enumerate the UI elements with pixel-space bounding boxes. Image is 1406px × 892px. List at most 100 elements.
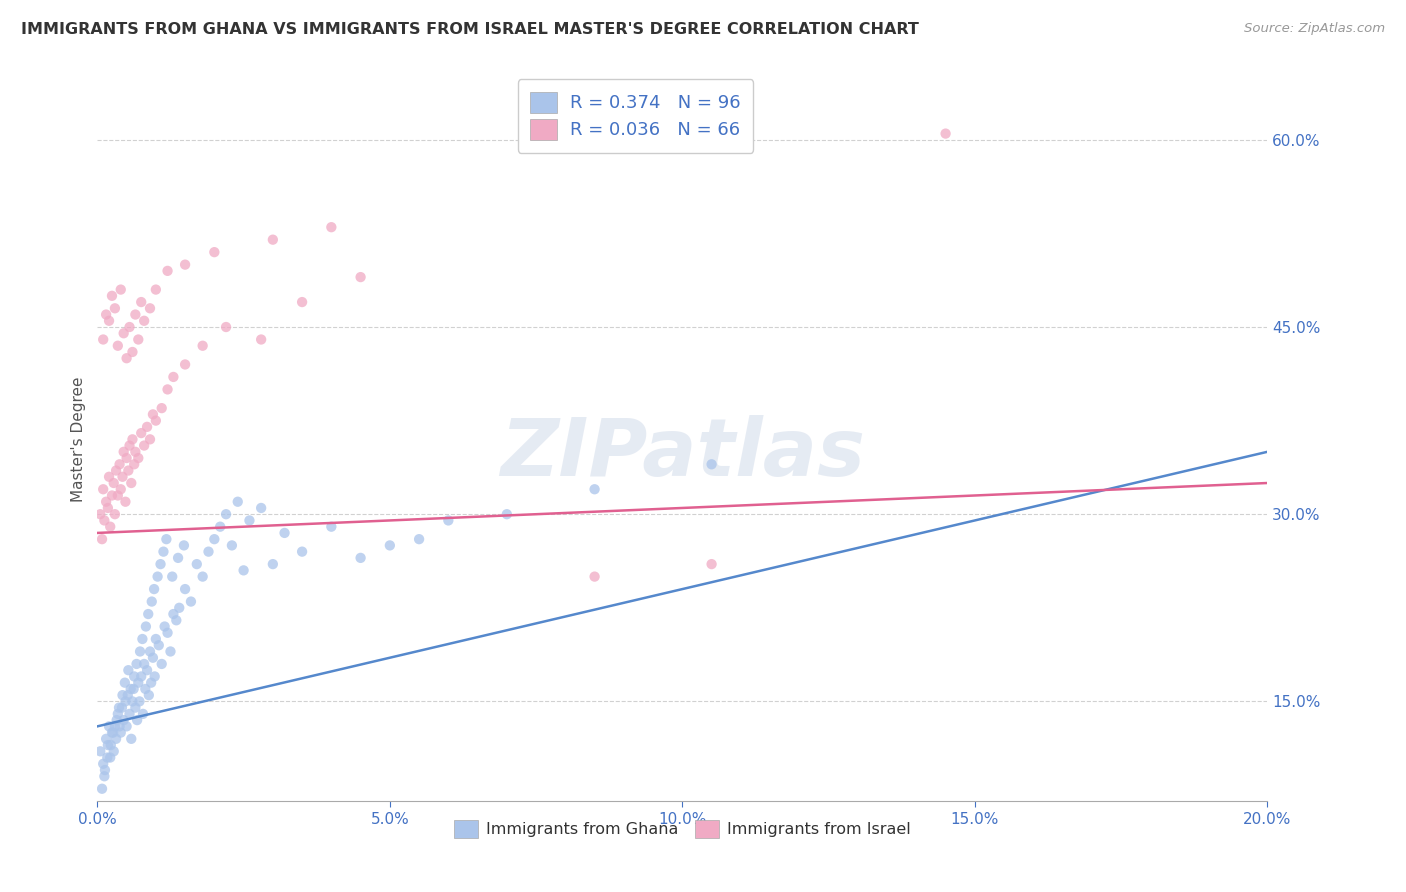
Point — [122, 458, 145, 472]
Point — [91, 532, 114, 546]
Point — [583, 482, 606, 496]
Point — [129, 669, 152, 683]
Legend: Immigrants from Ghana, Immigrants from Israel: Immigrants from Ghana, Immigrants from I… — [449, 814, 917, 844]
Point — [273, 525, 295, 540]
Point — [221, 538, 243, 552]
Point — [97, 500, 120, 515]
Point — [136, 607, 159, 621]
Point — [110, 482, 132, 496]
Point — [121, 433, 143, 447]
Point — [146, 569, 169, 583]
Point — [121, 694, 143, 708]
Point — [139, 433, 162, 447]
Point — [124, 445, 146, 459]
Point — [108, 700, 131, 714]
Point — [107, 339, 129, 353]
Point — [129, 426, 152, 441]
Point — [127, 713, 149, 727]
Point — [226, 494, 249, 508]
Point — [437, 513, 460, 527]
Point — [349, 550, 371, 565]
Point — [98, 469, 121, 483]
Point — [114, 494, 136, 508]
Point — [118, 706, 141, 721]
Point — [150, 657, 173, 671]
Point — [121, 345, 143, 359]
Point — [131, 632, 153, 646]
Point — [120, 681, 142, 696]
Point — [495, 507, 517, 521]
Point — [202, 245, 225, 260]
Point — [111, 688, 134, 702]
Point — [105, 464, 128, 478]
Point — [89, 507, 111, 521]
Point — [174, 582, 197, 596]
Text: ZIPatlas: ZIPatlas — [501, 415, 865, 492]
Point — [378, 538, 401, 552]
Point — [262, 557, 284, 571]
Point — [104, 507, 127, 521]
Point — [94, 763, 117, 777]
Point — [108, 719, 131, 733]
Point — [145, 283, 167, 297]
Point — [91, 756, 114, 771]
Point — [93, 769, 115, 783]
Text: IMMIGRANTS FROM GHANA VS IMMIGRANTS FROM ISRAEL MASTER'S DEGREE CORRELATION CHAR: IMMIGRANTS FROM GHANA VS IMMIGRANTS FROM… — [21, 22, 920, 37]
Point — [104, 719, 127, 733]
Point — [103, 475, 125, 490]
Point — [321, 220, 343, 235]
Point — [174, 358, 197, 372]
Point — [112, 445, 135, 459]
Point — [250, 333, 273, 347]
Point — [134, 681, 156, 696]
Point — [117, 688, 139, 702]
Point — [141, 594, 163, 608]
Point — [167, 600, 190, 615]
Point — [96, 750, 118, 764]
Point — [115, 719, 138, 733]
Point — [209, 519, 232, 533]
Point — [124, 308, 146, 322]
Point — [143, 669, 166, 683]
Point — [134, 657, 156, 671]
Point — [94, 731, 117, 746]
Point — [128, 694, 150, 708]
Point — [215, 320, 238, 334]
Point — [156, 625, 179, 640]
Point — [232, 563, 254, 577]
Point — [110, 283, 132, 297]
Y-axis label: Master's Degree: Master's Degree — [72, 376, 86, 502]
Point — [107, 488, 129, 502]
Point — [150, 401, 173, 416]
Point — [156, 264, 179, 278]
Point — [101, 488, 124, 502]
Point — [145, 414, 167, 428]
Point — [125, 657, 148, 671]
Point — [91, 781, 114, 796]
Point — [112, 326, 135, 341]
Point — [162, 370, 184, 384]
Point — [136, 420, 159, 434]
Point — [129, 644, 152, 658]
Point — [91, 482, 114, 496]
Point — [165, 613, 187, 627]
Point — [98, 519, 121, 533]
Point — [114, 675, 136, 690]
Point — [117, 464, 139, 478]
Point — [105, 713, 128, 727]
Point — [159, 644, 181, 658]
Point — [162, 607, 184, 621]
Point — [89, 744, 111, 758]
Point — [291, 295, 314, 310]
Point — [134, 314, 156, 328]
Point — [122, 669, 145, 683]
Point — [152, 544, 174, 558]
Point — [135, 619, 157, 633]
Point — [167, 550, 190, 565]
Point — [191, 569, 214, 583]
Point — [143, 582, 166, 596]
Point — [132, 706, 155, 721]
Point — [97, 738, 120, 752]
Point — [186, 557, 208, 571]
Point — [700, 557, 723, 571]
